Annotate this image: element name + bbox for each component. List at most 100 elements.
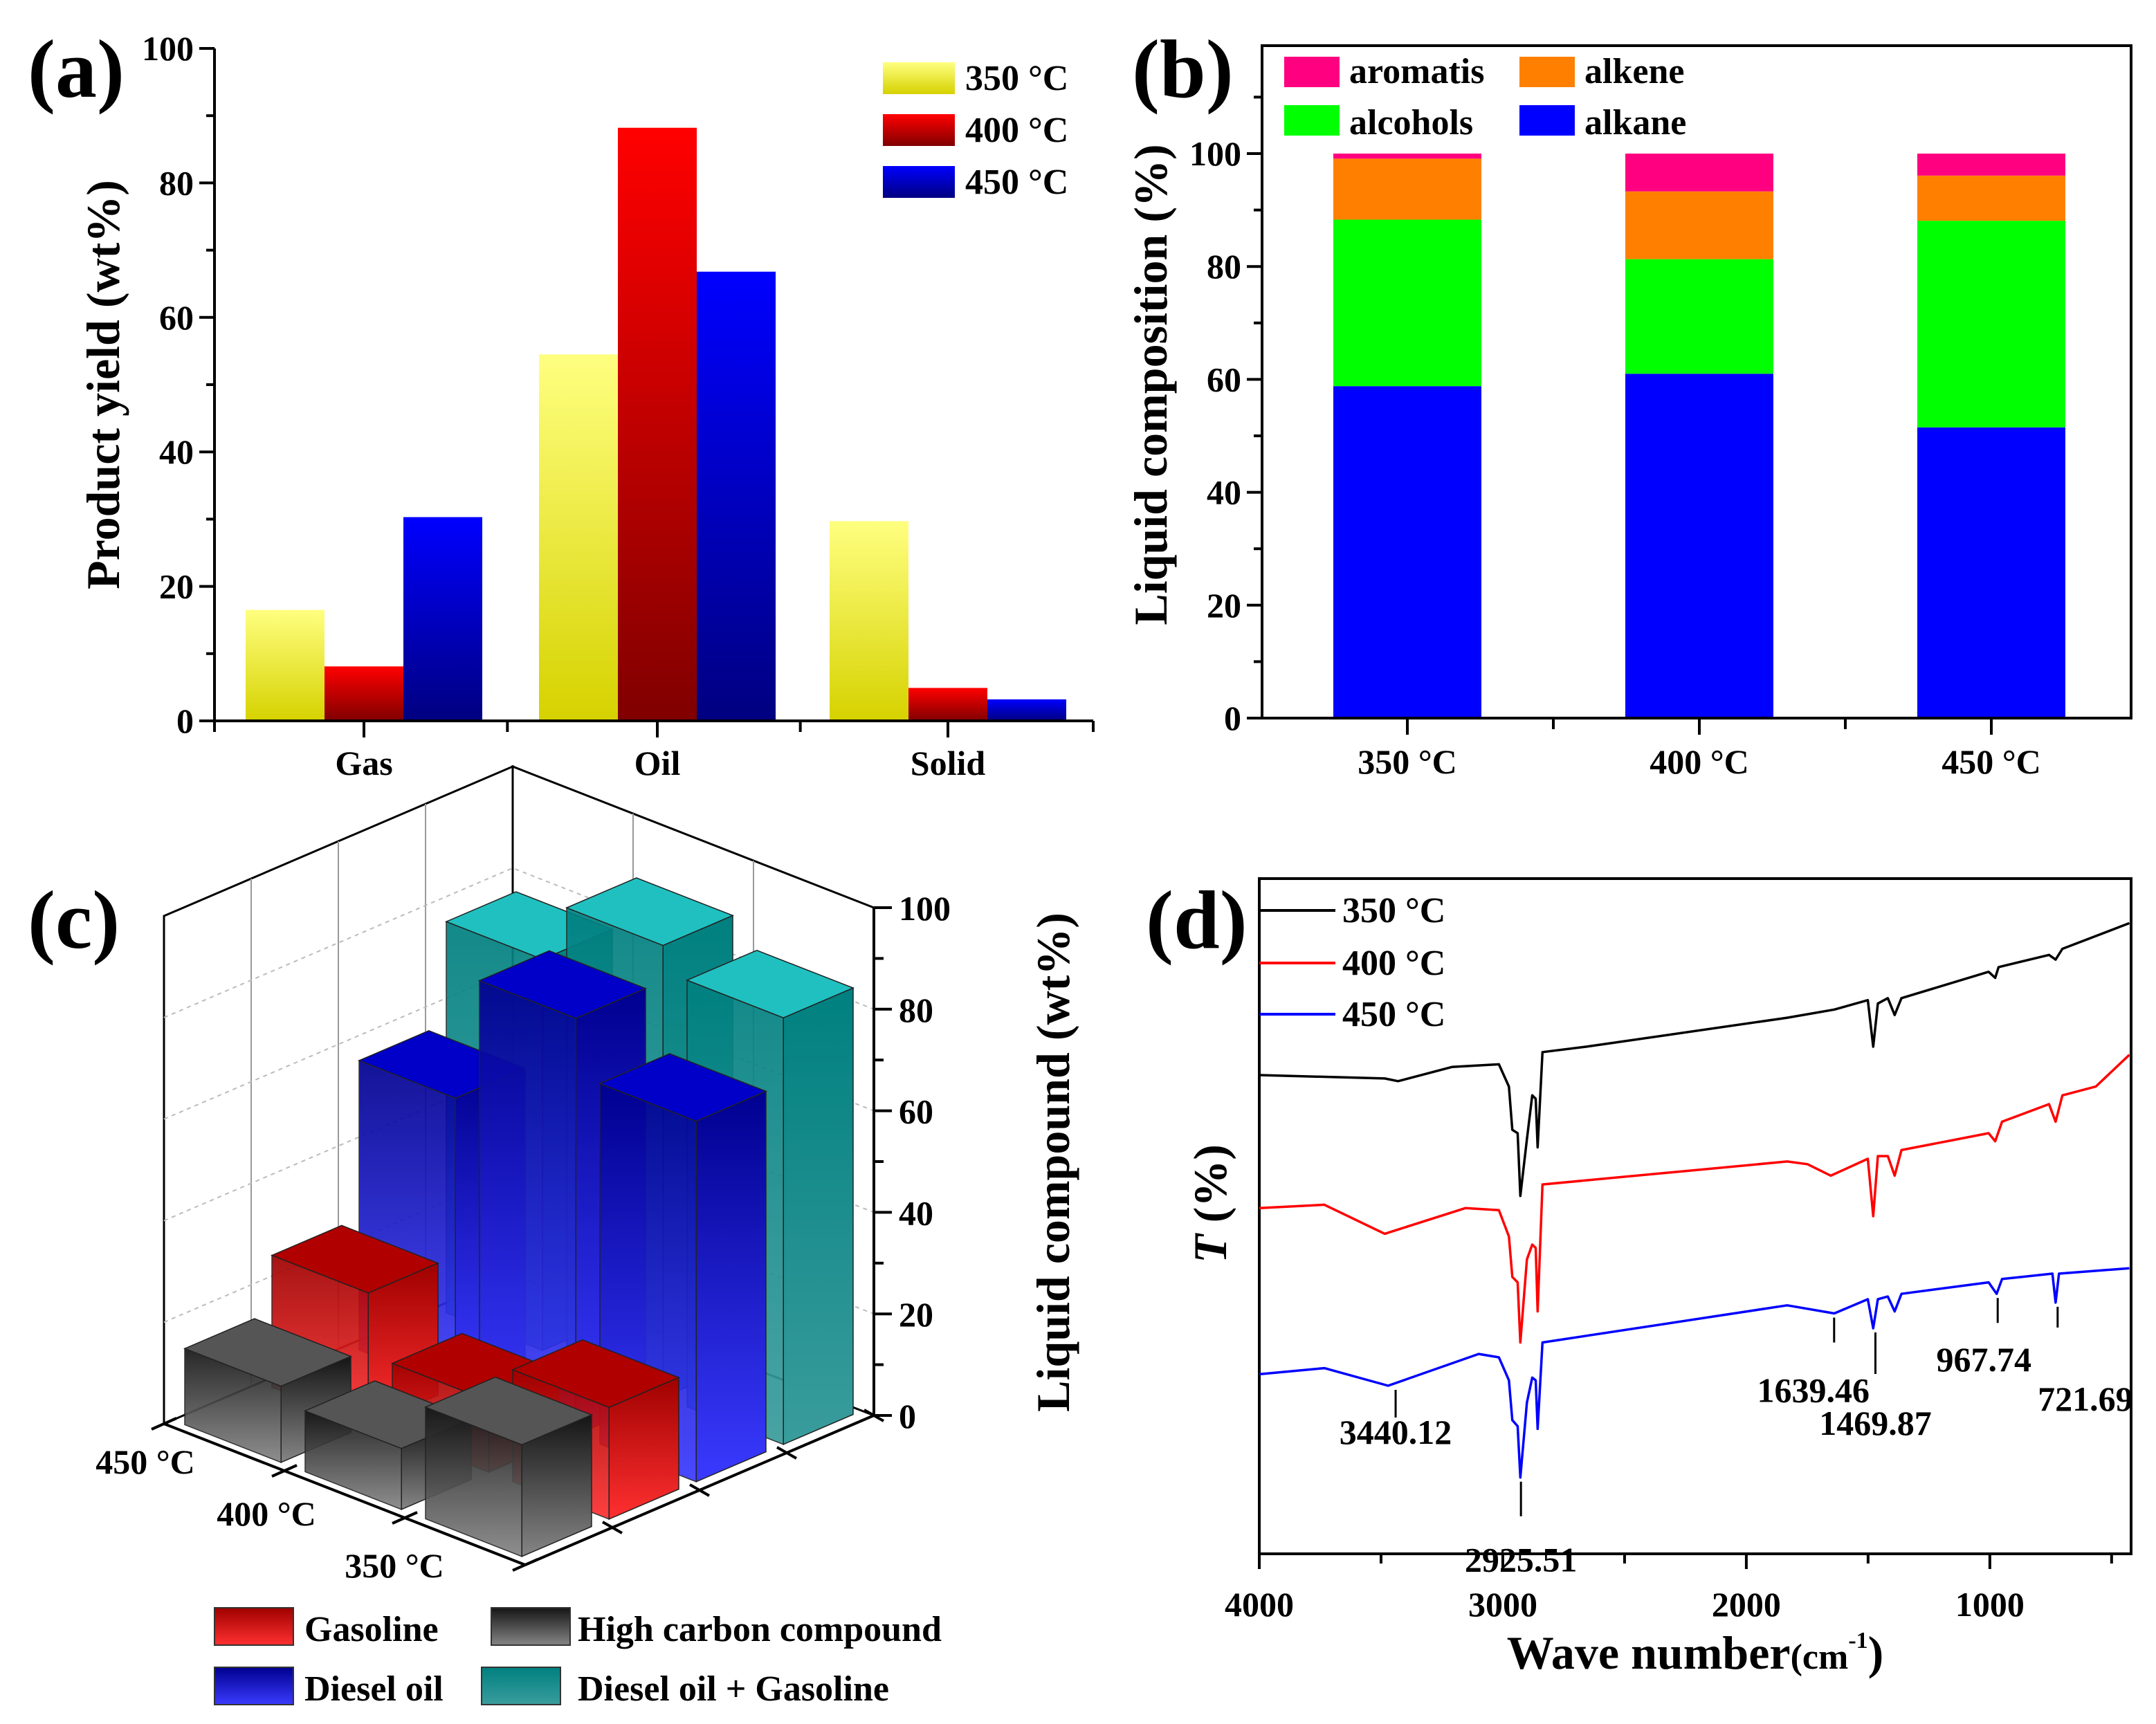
panel-label: (a) [28,23,125,115]
stacked-bar-segment [1917,427,2065,718]
bar3d-top-face [183,1318,352,1387]
temperature-tick-label: 400 °C [217,1494,316,1533]
bar3d-top-face [424,1376,593,1446]
series-tick [689,1483,710,1497]
temperature-tick-label: 350 °C [345,1546,444,1585]
y-tick-label: 60 [1207,360,1241,398]
x-axis-title-superscript: -1 [1848,1628,1867,1653]
x-tick-label: Oil [634,744,681,782]
bar [539,354,618,721]
spectrum-line [1259,1054,2130,1344]
bar3d-front-face [695,1090,767,1483]
x-tick-label: 3000 [1468,1585,1537,1624]
y-tick-label: 40 [159,432,194,471]
x-tick-label: 2000 [1712,1585,1781,1624]
y-axis-title: T (%) [1184,1144,1236,1263]
bar [987,699,1066,721]
bar3d-top-face [511,1339,680,1409]
stacked-bar-segment [1333,386,1481,718]
legend-swatch [1519,57,1575,87]
wall-gridline-dotted [163,969,875,1120]
bar [830,521,908,721]
bar [697,271,776,722]
legend-swatch [883,62,955,94]
stacked-bar-segment [1917,154,2065,176]
temperature-tick [271,1464,298,1478]
bar3d-top-face [686,949,855,1019]
x-tick-label: 1000 [1955,1585,2025,1624]
series-tick [602,1521,623,1534]
legend-swatch [1284,57,1340,87]
bar3d-top-face [599,1053,767,1122]
legend-label: Diesel oil [304,1669,444,1709]
y-axis-title: Product yield (wt%) [77,180,129,589]
panel-label: (b) [1132,23,1234,115]
legend-swatch [1284,105,1340,136]
panel-label: (d) [1146,874,1248,966]
panel-c-liquid-compound-3d-chart: (c) 0 20 40 60 80 100 Liquid compound (wt%) 450 … [28,764,1079,1709]
temperature-axis [163,1422,526,1566]
spectrum-line [1259,921,2130,1198]
legend-label: alkane [1584,103,1686,143]
plot-frame [1258,877,2132,1555]
legend-label: 400 °C [965,111,1068,150]
panel-a-product-yield-chart: (a) 0 20 40 60 80 100 Gas Oil Solid Product yield … [28,23,1095,782]
peak-label: 1469.87 [1819,1404,1932,1442]
temperature-tick [151,1417,177,1431]
x-tick-label: 4000 [1225,1585,1294,1624]
panel-label: (c) [28,874,120,966]
y-axis-title-symbol: T [1184,1233,1236,1263]
temperature-tick [392,1511,418,1525]
wall-gridline-dotted [163,867,875,1018]
legend-swatch [883,166,955,198]
z-tick-label: 20 [899,1295,933,1334]
legend-swatch [883,114,955,146]
peak-label: 1639.46 [1757,1371,1870,1410]
series-tick [776,1446,797,1460]
legend-swatch [481,1667,561,1705]
legend-label: High carbon compound [578,1610,942,1649]
bar [403,517,482,721]
bar3d-top-face [478,950,647,1019]
z-tick-label: 40 [899,1193,933,1232]
y-tick-label: 100 [1189,134,1241,173]
legend-label: alkene [1584,52,1684,91]
x-axis-title-unit: (cm [1791,1638,1849,1677]
panel-b-liquid-composition-chart: (b) 0 20 40 60 80 100 350 °C 400 °C 450 °C Liquid … [1124,23,2132,781]
stacked-bar-segment [1333,158,1481,220]
bar [908,688,987,721]
legend-swatch [214,1667,294,1705]
y-tick-label: 40 [1207,473,1241,512]
z-axis-title: Liquid compound (wt%) [1027,913,1079,1412]
legend-swatch [214,1607,294,1646]
z-tick-label: 80 [899,991,933,1029]
legend-swatch [1519,105,1575,136]
spectrum-line [1259,1267,2130,1479]
legend-label: alcohols [1349,103,1473,143]
x-axis-title-main: Wave number [1507,1626,1791,1679]
z-tick-label: 60 [899,1092,933,1131]
x-axis-title: Wave number(cm-1) [1507,1626,1884,1679]
x-tick-label: 450 °C [1942,742,2041,781]
bar [618,127,697,722]
peak-label: 3440.12 [1340,1413,1452,1451]
stacked-bar-segment [1625,259,1773,374]
y-tick-label: 20 [159,567,194,606]
x-axis-title-close: ) [1868,1626,1884,1679]
stacked-bar-segment [1333,154,1481,159]
stacked-bar-segment [1625,154,1773,192]
stacked-bar-segment [1333,219,1481,387]
x-tick-label: 400 °C [1650,742,1749,781]
wall-gridline-dotted [163,1070,875,1222]
z-tick-label: 100 [899,889,951,928]
x-tick-label: 350 °C [1358,742,1457,781]
y-tick-label: 0 [1224,699,1241,737]
y-tick-label: 20 [1207,586,1241,625]
plot-frame [1261,44,2132,719]
y-tick-label: 100 [142,29,194,68]
legend-label: 450 °C [965,163,1068,202]
stacked-bar-segment [1917,221,2065,428]
legend-label: Gasoline [304,1610,439,1649]
legend-label: 350 °C [965,59,1068,98]
